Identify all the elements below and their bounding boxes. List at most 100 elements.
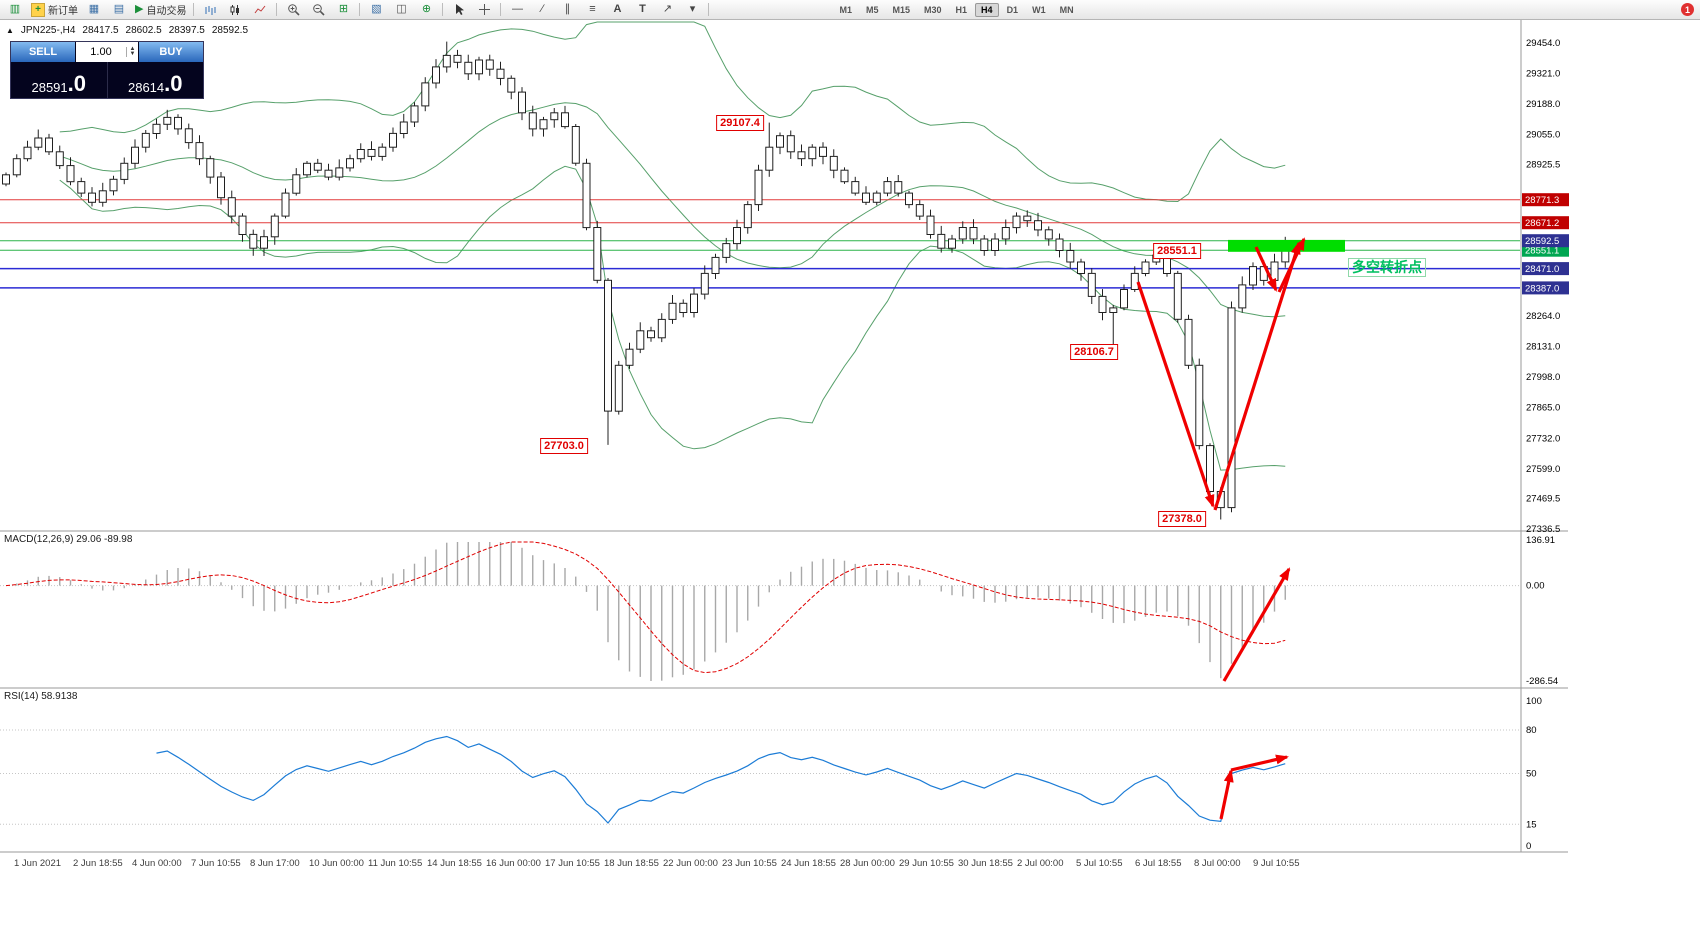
tf-button-H4[interactable]: H4 — [975, 2, 999, 17]
buy-price[interactable]: 28614 .0 — [106, 62, 204, 98]
svg-text:27336.5: 27336.5 — [1526, 524, 1560, 535]
candlestick-chart-button[interactable] — [223, 1, 247, 18]
tf-button-W1[interactable]: W1 — [1032, 4, 1046, 15]
price-callout[interactable]: 28551.1 — [1153, 243, 1201, 259]
text-tool-icon: A — [613, 3, 622, 15]
cursor-button[interactable] — [447, 1, 471, 18]
rsi-indicator — [0, 729, 1520, 825]
price-callout[interactable]: 29107.4 — [716, 115, 764, 131]
cascade-windows-icon: ◫ — [396, 3, 407, 15]
svg-text:80: 80 — [1526, 725, 1537, 736]
zoom-in-button[interactable] — [281, 1, 305, 18]
arrows-tool-button[interactable]: ↗ — [655, 1, 679, 18]
turning-point-annotation[interactable]: 多空转折点 — [1348, 258, 1426, 277]
tf-button-M1[interactable]: M1 — [839, 4, 852, 15]
svg-text:24 Jun 18:55: 24 Jun 18:55 — [781, 858, 836, 869]
chart-window-icon: ▥ — [9, 3, 21, 15]
svg-text:29321.0: 29321.0 — [1526, 69, 1560, 80]
arrows-tool-icon: ↗ — [662, 3, 673, 15]
chart-window-button[interactable]: ▥ — [3, 1, 27, 18]
tf-button-M5[interactable]: M5 — [865, 4, 879, 15]
macd-indicator — [0, 541, 1520, 681]
candlestick-chart-icon — [229, 4, 241, 16]
horizontal-line-tool-button[interactable]: — — [505, 1, 529, 18]
crosshair-button[interactable] — [472, 1, 496, 18]
new-order-button[interactable]: + 新订单 — [28, 1, 81, 18]
rsi-header: RSI(14) 58.9138 — [4, 691, 78, 702]
timeframe-group: M1 M5 M15 M30 H1 H4 D1 W1 MN — [833, 2, 1079, 17]
trendline-tool-button[interactable]: ∕ — [530, 1, 554, 18]
trendline-icon: ∕ — [541, 3, 544, 15]
profile-icon: ▦ — [88, 3, 100, 15]
autotrading-button[interactable]: ▶ 自动交易 — [132, 1, 189, 18]
svg-text:18 Jun 18:55: 18 Jun 18:55 — [604, 858, 659, 869]
svg-text:2 Jun 18:55: 2 Jun 18:55 — [73, 858, 123, 869]
ohlc-low: 28397.5 — [168, 25, 205, 36]
green-zone-rect[interactable] — [1228, 239, 1345, 252]
bar-chart-button[interactable] — [198, 1, 222, 18]
svg-text:23 Jun 10:55: 23 Jun 10:55 — [722, 858, 777, 869]
volume-stepper[interactable]: 1.00 ▲ ▼ — [76, 42, 138, 62]
toolbar-separator — [500, 3, 502, 16]
panel-splitters[interactable] — [0, 20, 1568, 854]
price-callout[interactable]: 27378.0 — [1158, 511, 1206, 527]
svg-text:28671.2: 28671.2 — [1525, 218, 1559, 229]
new-chart-icon: ▧ — [371, 3, 382, 15]
terminal-button[interactable]: ▤ — [107, 1, 131, 18]
add-indicator-button[interactable]: ⊕ — [414, 1, 438, 18]
toolbar-separator — [359, 3, 361, 16]
new-chart-button[interactable]: ▧ — [364, 1, 388, 18]
price-axis: 29454.0 29321.0 29188.0 29055.0 28925.5 28264… — [1522, 38, 1569, 535]
notification-badge[interactable]: 1 — [1681, 3, 1694, 16]
svg-text:27469.5: 27469.5 — [1526, 494, 1560, 505]
line-chart-button[interactable] — [248, 1, 272, 18]
spinner-down-icon[interactable]: ▼ — [129, 51, 136, 57]
shapes-dropdown-button[interactable]: ▾ — [680, 1, 704, 18]
tf-button-M30[interactable]: M30 — [924, 4, 942, 15]
svg-text:0.00: 0.00 — [1526, 581, 1545, 592]
zoom-out-button[interactable] — [306, 1, 330, 18]
tile-windows-button[interactable]: ⊞ — [331, 1, 355, 18]
svg-text:10 Jun 00:00: 10 Jun 00:00 — [309, 858, 364, 869]
svg-text:-286.54: -286.54 — [1526, 676, 1558, 687]
volume-value[interactable]: 1.00 — [90, 46, 112, 58]
bollinger-bands — [59, 21, 1286, 471]
channel-icon: ∥ — [564, 3, 571, 15]
label-tool-button[interactable]: T — [630, 1, 654, 18]
svg-text:4 Jun 00:00: 4 Jun 00:00 — [132, 858, 182, 869]
toolbar-separator — [442, 3, 444, 16]
cascade-windows-button[interactable]: ◫ — [389, 1, 413, 18]
svg-text:29454.0: 29454.0 — [1526, 38, 1560, 49]
volume-spinner[interactable]: ▲ ▼ — [126, 46, 138, 57]
indicator-axis: 136.91 0.00 -286.54 100 80 50 15 0 — [1526, 535, 1558, 852]
price-callout[interactable]: 27703.0 — [540, 438, 588, 454]
zoom-out-icon — [312, 3, 325, 16]
svg-text:50: 50 — [1526, 769, 1537, 780]
spinner-up-icon[interactable]: ▲ — [129, 46, 136, 52]
tf-button-H1[interactable]: H1 — [955, 4, 968, 15]
sell-price[interactable]: 28591 .0 — [11, 62, 107, 98]
tf-button-D1[interactable]: D1 — [1006, 4, 1019, 15]
chart-profile-button[interactable]: ▦ — [82, 1, 106, 18]
svg-text:2 Jul 00:00: 2 Jul 00:00 — [1017, 858, 1063, 869]
fibonacci-tool-button[interactable]: ≡ — [580, 1, 604, 18]
text-tool-button[interactable]: A — [605, 1, 629, 18]
line-chart-icon — [254, 4, 266, 16]
svg-text:5 Jul 10:55: 5 Jul 10:55 — [1076, 858, 1122, 869]
sell-button[interactable]: SELL — [11, 42, 75, 62]
buy-button[interactable]: BUY — [139, 42, 203, 62]
toolbar: ▥ + 新订单 ▦ ▤ ▶ 自动交易 ⊞ ▧ ◫ ⊕ — ∕ ∥ ≡ A T ↗… — [0, 0, 1700, 20]
channel-tool-button[interactable]: ∥ — [555, 1, 579, 18]
symbol-ohlc-header: ▲ JPN225-,H4 28417.5 28602.5 28397.5 285… — [6, 25, 248, 36]
price-callout[interactable]: 28106.7 — [1070, 344, 1118, 360]
horizontal-line-icon: — — [511, 3, 523, 15]
svg-text:8 Jun 17:00: 8 Jun 17:00 — [250, 858, 300, 869]
tf-button-M15[interactable]: M15 — [892, 4, 911, 15]
svg-text:22 Jun 00:00: 22 Jun 00:00 — [663, 858, 718, 869]
annotation-arrows[interactable] — [1136, 237, 1306, 820]
svg-text:27599.0: 27599.0 — [1526, 464, 1560, 475]
svg-text:28551.1: 28551.1 — [1525, 246, 1559, 257]
add-indicator-icon: ⊕ — [421, 3, 432, 15]
tf-button-MN[interactable]: MN — [1059, 4, 1074, 15]
